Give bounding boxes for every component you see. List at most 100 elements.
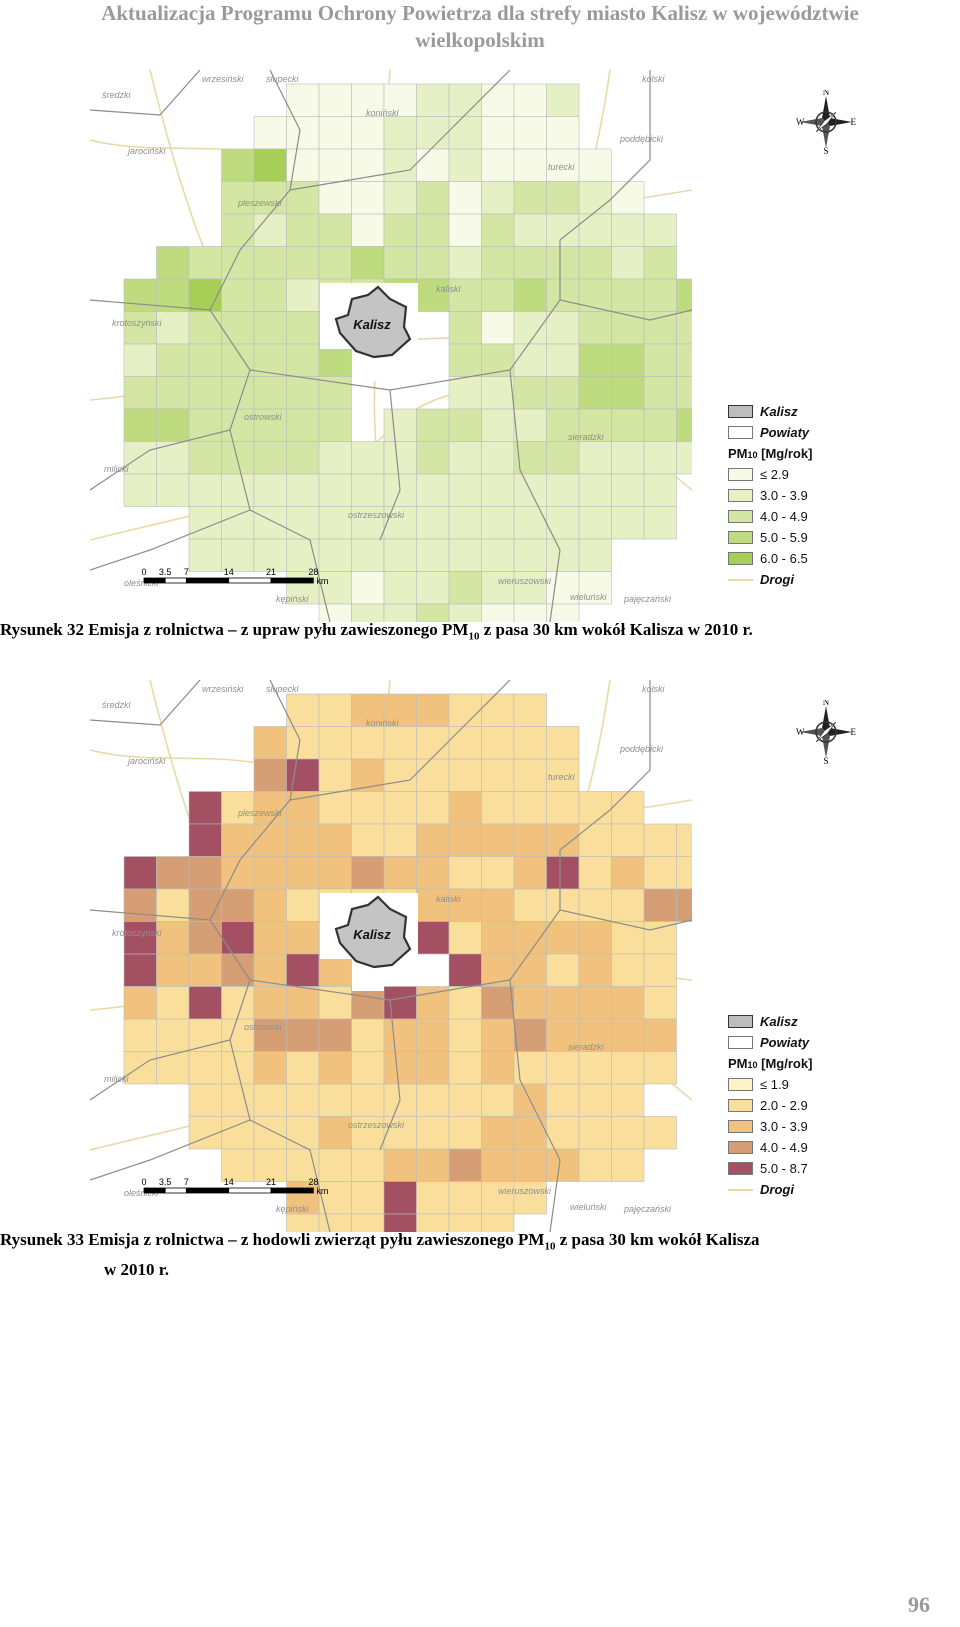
grid-cell	[513, 311, 547, 345]
grid-cell	[611, 791, 645, 825]
grid-cell	[578, 856, 612, 890]
grid-cell	[188, 278, 222, 312]
legend-roads-row-2: Drogi	[728, 1181, 812, 1202]
grid-cell	[351, 1051, 385, 1085]
grid-cell	[546, 148, 580, 182]
grid-cell	[676, 278, 692, 312]
figure-1-caption: Rysunek 32 Emisja z rolnictwa – z upraw …	[0, 620, 753, 643]
grid-cell	[448, 791, 482, 825]
grid-cell	[253, 116, 287, 150]
grid-cell	[578, 791, 612, 825]
grid-cell	[448, 1181, 482, 1215]
grid-cell	[611, 1083, 645, 1117]
grid-cell	[546, 953, 580, 987]
grid-cell	[578, 1116, 612, 1150]
grid-cell	[383, 823, 417, 857]
compass-s: S	[823, 146, 828, 154]
grid-cell	[643, 953, 677, 987]
county-label: pajęczański	[623, 594, 672, 604]
grid-cell	[253, 856, 287, 890]
grid-cell	[383, 213, 417, 247]
grid-cell	[578, 473, 612, 507]
grid-cell	[546, 311, 580, 345]
grid-cell	[481, 278, 515, 312]
grid-cell	[286, 311, 320, 345]
grid-cell	[351, 726, 385, 760]
grid-cell	[253, 726, 287, 760]
grid-cell	[221, 953, 255, 987]
grid-cell	[643, 376, 677, 410]
grid-cell	[253, 791, 287, 825]
scale-tick-label: 0	[141, 567, 146, 577]
grid-cell	[513, 116, 547, 150]
grid-cell	[448, 823, 482, 857]
grid-cell	[513, 376, 547, 410]
grid-cell	[253, 181, 287, 215]
county-label: sieradzki	[568, 432, 605, 442]
legend-class-2: 3.0 - 3.9	[728, 487, 812, 508]
svg-text:W: W	[796, 727, 805, 737]
legend-swatch	[728, 1078, 753, 1091]
grid-cell	[448, 246, 482, 280]
grid-cell	[123, 986, 157, 1020]
grid-cell	[286, 1083, 320, 1117]
grid-cell	[448, 1018, 482, 1052]
grid-cell	[676, 376, 692, 410]
county-label: ostrowski	[244, 412, 283, 422]
grid-cell	[513, 791, 547, 825]
legend-figure-2: Kalisz Powiaty PM10 [Mg/rok] ≤ 1.9 2.0 - …	[728, 1013, 812, 1202]
grid-cell	[513, 181, 547, 215]
grid-cell	[383, 148, 417, 182]
county-label: wrzesiński	[202, 684, 245, 694]
grid-cell	[643, 921, 677, 955]
grid-cell	[383, 441, 417, 475]
grid-cell	[156, 441, 190, 475]
grid-cell	[578, 1051, 612, 1085]
legend-class-label: 5.0 - 5.9	[760, 530, 808, 545]
grid-cell	[351, 473, 385, 507]
county-label: kaliski	[436, 284, 462, 294]
grid-cell	[318, 1148, 352, 1182]
grid-cell	[611, 246, 645, 280]
grid-cell	[286, 213, 320, 247]
grid-cell	[383, 726, 417, 760]
grid-cell	[286, 921, 320, 955]
grid-cell	[513, 278, 547, 312]
grid-cell	[578, 311, 612, 345]
grid-cell	[383, 116, 417, 150]
grid-cell	[156, 986, 190, 1020]
scale-tick-label: 7	[184, 1177, 189, 1187]
grid-cell	[448, 376, 482, 410]
grid-cell	[253, 538, 287, 572]
grid-cell	[448, 856, 482, 890]
grid-cell	[253, 311, 287, 345]
grid-cell	[156, 1051, 190, 1085]
grid-cell	[481, 1116, 515, 1150]
legend-powiaty-row: Powiaty	[728, 424, 812, 445]
grid-cell	[253, 1083, 287, 1117]
grid-cell	[643, 441, 677, 475]
grid-cell	[221, 1083, 255, 1117]
grid-cell	[221, 148, 255, 182]
grid-cell	[318, 791, 352, 825]
city-label: Kalisz	[353, 317, 391, 332]
legend-powiaty-row-2: Powiaty	[728, 1034, 812, 1055]
grid-cell	[286, 1051, 320, 1085]
grid-cell	[676, 823, 692, 857]
grid-cell	[221, 473, 255, 507]
grid-cell	[416, 1116, 450, 1150]
grid-cell	[156, 376, 190, 410]
svg-text:N: N	[823, 700, 830, 707]
legend-swatch	[728, 1162, 753, 1175]
grid-cell	[611, 473, 645, 507]
grid-cell	[286, 986, 320, 1020]
grid-cell	[546, 83, 580, 117]
grid-cell	[611, 1116, 645, 1150]
grid-cell	[123, 343, 157, 377]
grid-cell	[578, 1083, 612, 1117]
grid-cell	[286, 278, 320, 312]
grid-cell	[383, 246, 417, 280]
grid-cell	[481, 888, 515, 922]
grid-cell	[611, 856, 645, 890]
legend-class-4: 5.0 - 5.9	[728, 529, 812, 550]
